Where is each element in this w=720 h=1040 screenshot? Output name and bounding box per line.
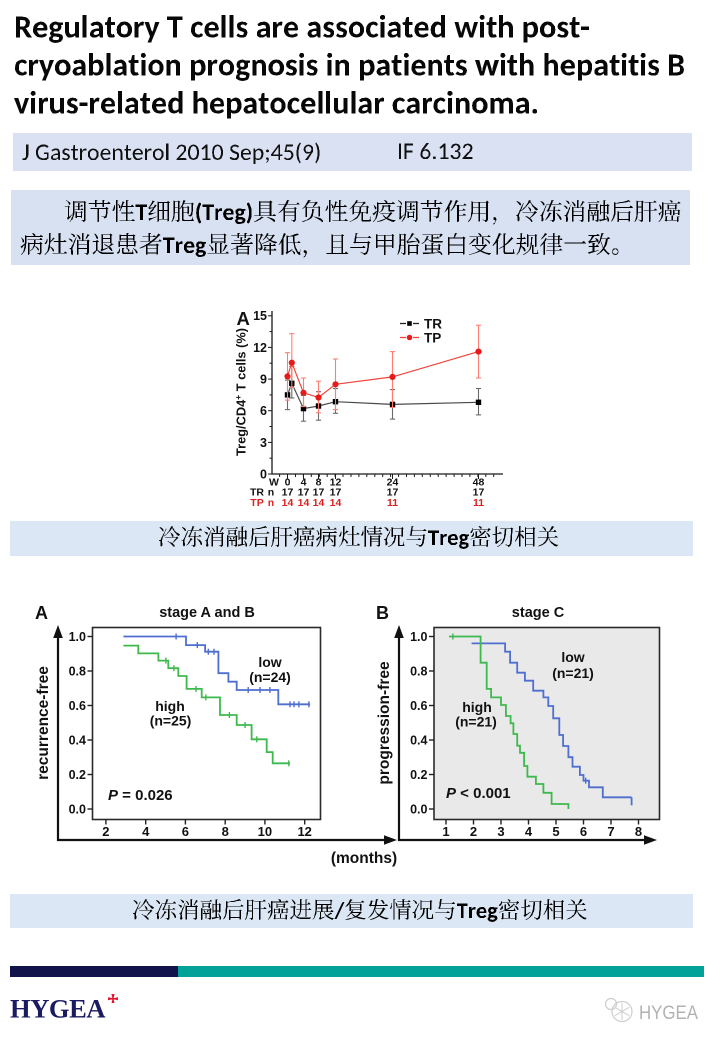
- svg-text:n: n: [268, 487, 274, 499]
- svg-text:(n=25): (n=25): [150, 713, 192, 729]
- svg-text:0: 0: [285, 477, 291, 489]
- svg-text:9: 9: [260, 373, 267, 387]
- svg-text:0.6: 0.6: [69, 699, 86, 713]
- svg-text:HYGEA: HYGEA: [639, 1002, 698, 1024]
- svg-text:7: 7: [607, 824, 614, 839]
- svg-text:6: 6: [260, 404, 267, 418]
- svg-text:B: B: [376, 603, 389, 623]
- svg-text:TP: TP: [250, 497, 263, 509]
- svg-text:high: high: [462, 699, 492, 715]
- svg-text:10: 10: [258, 824, 272, 839]
- svg-text:P < 0.001: P < 0.001: [446, 785, 511, 802]
- svg-text:2: 2: [470, 824, 477, 839]
- svg-text:Treg/CD4+ T cells (%): Treg/CD4+ T cells (%): [233, 328, 249, 456]
- svg-text:0.4: 0.4: [410, 734, 427, 748]
- svg-text:12: 12: [253, 341, 267, 355]
- svg-text:48: 48: [473, 477, 485, 489]
- svg-text:1.0: 1.0: [69, 630, 86, 644]
- svg-text:17: 17: [298, 487, 310, 499]
- svg-text:14: 14: [298, 497, 310, 509]
- svg-text:17: 17: [473, 487, 485, 499]
- svg-text:14: 14: [330, 497, 342, 509]
- svg-text:2: 2: [102, 824, 109, 839]
- svg-text:(n=21): (n=21): [455, 714, 497, 730]
- svg-text:W: W: [269, 477, 279, 489]
- svg-text:3: 3: [260, 436, 267, 450]
- svg-text:4: 4: [142, 824, 150, 839]
- svg-text:0.4: 0.4: [69, 734, 86, 748]
- svg-text:stage C: stage C: [512, 605, 565, 621]
- svg-text:0.2: 0.2: [69, 768, 86, 782]
- svg-text:TR: TR: [424, 317, 442, 332]
- svg-text:11: 11: [387, 497, 398, 509]
- svg-text:14: 14: [313, 497, 325, 509]
- svg-text:stage A and B: stage A and B: [159, 605, 255, 621]
- svg-text:17: 17: [387, 487, 399, 499]
- svg-text:A: A: [35, 603, 48, 623]
- svg-text:TR: TR: [250, 487, 264, 499]
- svg-text:24: 24: [387, 477, 399, 489]
- svg-text:11: 11: [473, 497, 484, 509]
- svg-text:8: 8: [222, 824, 229, 839]
- svg-text:15: 15: [253, 309, 267, 323]
- svg-text:0.6: 0.6: [410, 699, 427, 713]
- svg-text:17: 17: [282, 487, 294, 499]
- svg-text:(n=21): (n=21): [552, 665, 594, 681]
- svg-text:4: 4: [301, 477, 307, 489]
- svg-text:n: n: [268, 497, 274, 509]
- svg-text:TP: TP: [424, 331, 441, 346]
- svg-text:0.2: 0.2: [410, 768, 427, 782]
- svg-text:(n=24): (n=24): [249, 669, 291, 685]
- svg-text:12: 12: [297, 824, 311, 839]
- svg-text:6: 6: [580, 824, 587, 839]
- svg-text:A: A: [237, 308, 250, 329]
- svg-text:12: 12: [330, 477, 342, 489]
- svg-text:14: 14: [282, 497, 294, 509]
- svg-text:recurrence-free: recurrence-free: [35, 666, 52, 780]
- svg-text:HYGEA: HYGEA: [10, 996, 106, 1024]
- svg-text:17: 17: [313, 487, 325, 499]
- svg-text:low: low: [258, 654, 281, 670]
- svg-text:0.0: 0.0: [69, 803, 86, 817]
- svg-text:high: high: [155, 698, 185, 714]
- svg-text:5: 5: [552, 824, 559, 839]
- svg-text:0.8: 0.8: [69, 665, 86, 679]
- svg-text:0.0: 0.0: [410, 803, 427, 817]
- svg-text:17: 17: [330, 487, 342, 499]
- svg-text:0: 0: [260, 468, 267, 482]
- svg-text:3: 3: [497, 824, 504, 839]
- svg-text:8: 8: [635, 824, 642, 839]
- svg-text:8: 8: [316, 477, 322, 489]
- svg-text:4: 4: [525, 824, 533, 839]
- svg-text:0.8: 0.8: [410, 665, 427, 679]
- svg-text:6: 6: [182, 824, 189, 839]
- svg-text:P = 0.026: P = 0.026: [108, 787, 173, 804]
- svg-text:progression-free: progression-free: [376, 661, 393, 785]
- svg-text:1: 1: [442, 824, 449, 839]
- svg-text:low: low: [561, 649, 584, 665]
- svg-text:(months): (months): [331, 850, 397, 867]
- svg-text:1.0: 1.0: [410, 630, 427, 644]
